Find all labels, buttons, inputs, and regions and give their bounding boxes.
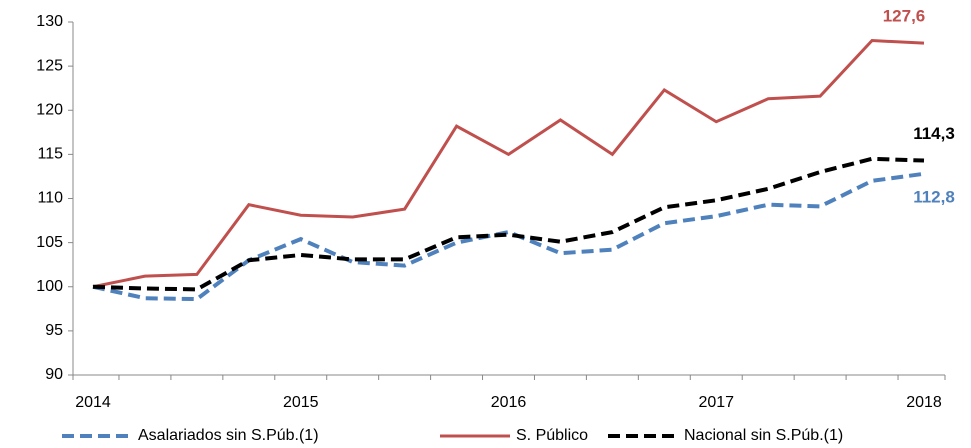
line-series (92, 156, 925, 292)
x-tick-label: 2014 (75, 394, 111, 411)
legend-label: Nacional sin S.Púb.(1) (684, 427, 843, 444)
value-label: 127,6 (883, 7, 926, 26)
y-tick-label: 115 (37, 146, 63, 163)
y-tick-label: 105 (36, 234, 63, 251)
y-tick-label: 100 (36, 278, 63, 295)
x-tick-label: 2016 (491, 394, 527, 411)
x-tick-label: 2015 (283, 394, 319, 411)
y-tick-label: 90 (45, 366, 63, 383)
x-tick-label: 2017 (698, 394, 734, 411)
y-tick-label: 125 (36, 57, 63, 74)
value-label: 112,8 (913, 187, 955, 206)
line-series (92, 171, 925, 302)
y-tick-label: 95 (45, 322, 63, 339)
line-series (92, 38, 925, 289)
x-tick-label: 2018 (906, 394, 942, 411)
y-tick-label: 130 (36, 13, 63, 30)
y-tick-label: 110 (37, 190, 63, 207)
y-tick-label: 120 (36, 101, 63, 118)
legend-label: S. Público (516, 427, 588, 444)
legend-label: Asalariados sin S.Púb.(1) (138, 427, 319, 444)
value-label: 114,3 (913, 124, 955, 143)
